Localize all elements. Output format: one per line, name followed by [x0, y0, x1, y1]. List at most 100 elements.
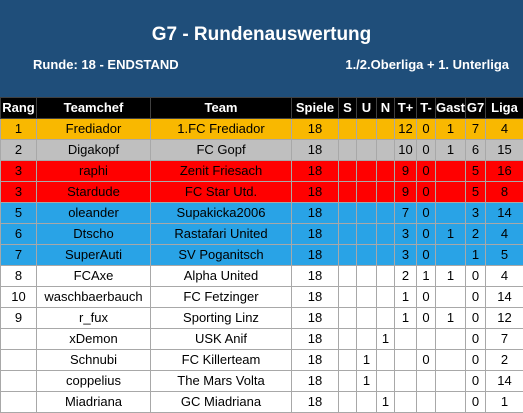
cell-games: 18: [292, 245, 339, 266]
cell-guest: [436, 392, 466, 413]
cell-guest: [436, 245, 466, 266]
cell-tminus: 0: [417, 224, 436, 245]
cell-tminus: 0: [417, 203, 436, 224]
cell-teamchef: Schnubi: [37, 350, 151, 371]
cell-wins: [339, 245, 357, 266]
cell-wins: [339, 287, 357, 308]
cell-draws: [357, 140, 377, 161]
cell-tminus: 0: [417, 308, 436, 329]
cell-games: 18: [292, 182, 339, 203]
cell-tplus: 3: [395, 224, 417, 245]
cell-g7: 0: [466, 287, 486, 308]
cell-g7: 0: [466, 392, 486, 413]
cell-liga: 7: [486, 329, 523, 350]
league-label: 1./2.Oberliga + 1. Unterliga: [345, 57, 509, 72]
cell-games: 18: [292, 266, 339, 287]
cell-tplus: 3: [395, 245, 417, 266]
cell-draws: [357, 287, 377, 308]
cell-team: USK Anif: [151, 329, 292, 350]
cell-draws: 1: [357, 350, 377, 371]
cell-tminus: 0: [417, 140, 436, 161]
cell-draws: [357, 266, 377, 287]
cell-team: Alpha United: [151, 266, 292, 287]
cell-losses: [377, 161, 395, 182]
cell-guest: 1: [436, 119, 466, 140]
cell-wins: [339, 182, 357, 203]
cell-losses: [377, 182, 395, 203]
cell-rank: 3: [1, 161, 37, 182]
cell-tminus: 0: [417, 245, 436, 266]
cell-team: SV Poganitsch: [151, 245, 292, 266]
cell-tplus: [395, 329, 417, 350]
cell-rank: [1, 392, 37, 413]
cell-games: 18: [292, 161, 339, 182]
cell-teamchef: FCAxe: [37, 266, 151, 287]
cell-wins: [339, 266, 357, 287]
cell-games: 18: [292, 203, 339, 224]
round-label: Runde: 18 - ENDSTAND: [33, 57, 179, 72]
cell-draws: [357, 161, 377, 182]
cell-losses: [377, 224, 395, 245]
cell-tplus: 9: [395, 182, 417, 203]
cell-games: 18: [292, 392, 339, 413]
cell-tplus: [395, 350, 417, 371]
cell-draws: [357, 392, 377, 413]
cell-tminus: 0: [417, 182, 436, 203]
cell-liga: 14: [486, 203, 523, 224]
cell-losses: [377, 371, 395, 392]
cell-rank: [1, 329, 37, 350]
cell-g7: 5: [466, 161, 486, 182]
cell-draws: [357, 203, 377, 224]
cell-liga: 12: [486, 308, 523, 329]
cell-guest: [436, 182, 466, 203]
cell-g7: 5: [466, 182, 486, 203]
standings-table: Rang Teamchef Team Spiele S U N T+ T- Ga…: [0, 97, 523, 413]
cell-team: FC Star Utd.: [151, 182, 292, 203]
cell-losses: [377, 245, 395, 266]
cell-draws: [357, 182, 377, 203]
cell-team: Supakicka2006: [151, 203, 292, 224]
cell-draws: [357, 224, 377, 245]
cell-games: 18: [292, 224, 339, 245]
cell-g7: 0: [466, 308, 486, 329]
cell-draws: [357, 119, 377, 140]
cell-losses: [377, 287, 395, 308]
cell-guest: 1: [436, 308, 466, 329]
cell-tminus: [417, 329, 436, 350]
table-header-row: Rang Teamchef Team Spiele S U N T+ T- Ga…: [1, 98, 523, 119]
cell-liga: 8: [486, 182, 523, 203]
cell-guest: [436, 350, 466, 371]
col-teamchef: Teamchef: [37, 98, 151, 119]
cell-team: Sporting Linz: [151, 308, 292, 329]
cell-liga: 15: [486, 140, 523, 161]
cell-tplus: [395, 392, 417, 413]
cell-losses: [377, 203, 395, 224]
cell-games: 18: [292, 350, 339, 371]
cell-team: Zenit Friesach: [151, 161, 292, 182]
cell-team: FC Gopf: [151, 140, 292, 161]
cell-teamchef: Stardude: [37, 182, 151, 203]
col-g7: G7: [466, 98, 486, 119]
cell-teamchef: oleander: [37, 203, 151, 224]
cell-liga: 14: [486, 371, 523, 392]
cell-liga: 4: [486, 266, 523, 287]
cell-wins: [339, 371, 357, 392]
cell-tplus: [395, 371, 417, 392]
col-s: S: [339, 98, 357, 119]
cell-teamchef: r_fux: [37, 308, 151, 329]
cell-wins: [339, 392, 357, 413]
cell-losses: 1: [377, 329, 395, 350]
col-n: N: [377, 98, 395, 119]
col-gast: Gast: [436, 98, 466, 119]
